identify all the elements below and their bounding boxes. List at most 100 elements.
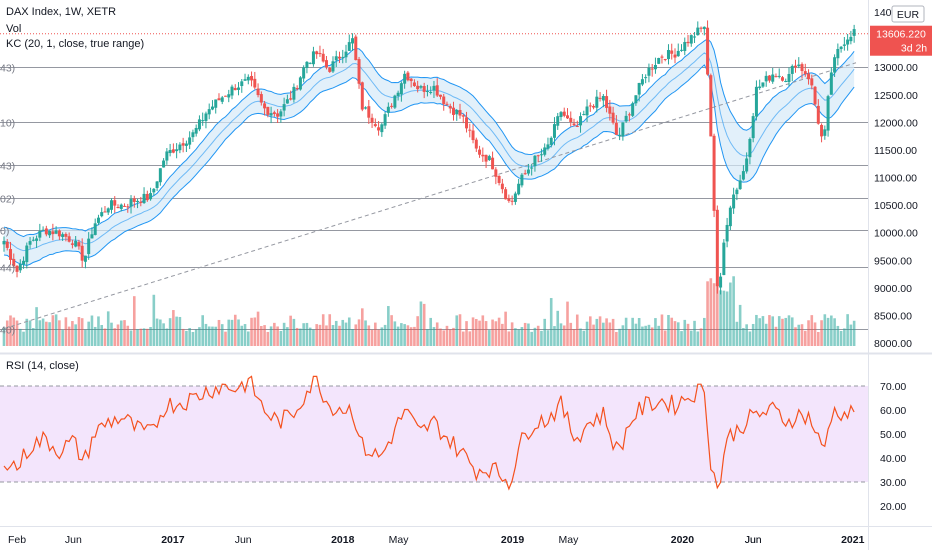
candle-body [569, 117, 573, 122]
candle-body [419, 86, 423, 88]
candle-body [451, 107, 455, 115]
volume-bar [185, 330, 188, 346]
level-left-label: 43) [0, 161, 15, 173]
candle-body [738, 180, 742, 190]
time-tick-label: May [559, 534, 580, 546]
volume-bar [676, 322, 680, 346]
candle-body [813, 86, 817, 105]
candle-body [771, 74, 775, 82]
price-tick-label: 9000.00 [874, 283, 912, 295]
volume-bar [719, 290, 722, 346]
volume-bar [416, 316, 419, 346]
volume-bar [263, 325, 266, 346]
volume-bar [644, 325, 647, 346]
rsi-tick-label: 60.00 [880, 405, 906, 417]
candle-body [48, 230, 52, 236]
volume-bar [458, 314, 462, 346]
volume-bar [764, 323, 768, 346]
volume-bar [442, 330, 446, 346]
candle-body [15, 265, 19, 272]
volume-bar [820, 320, 823, 346]
candle-body [132, 198, 136, 202]
candle-body [237, 87, 241, 90]
candle-body [77, 242, 81, 247]
volume-bar [15, 320, 19, 346]
price-axis[interactable]: 14000.0013500.0013000.0012500.0012000.00… [874, 7, 918, 350]
candle-body [318, 53, 322, 55]
volume-bar [787, 315, 791, 346]
volume-bar [126, 325, 130, 346]
volume-bar [426, 329, 429, 346]
candle-body [699, 27, 703, 29]
candle-body [741, 171, 745, 180]
last-price-value: 13606.220 [876, 29, 926, 41]
volume-bar [465, 321, 468, 346]
volume-bar [194, 329, 198, 346]
volume-bar [93, 326, 97, 346]
candle-body [536, 155, 540, 157]
volume-bar [347, 317, 351, 346]
candle-body [269, 113, 273, 116]
volume-bar [432, 327, 436, 346]
candle-body [647, 67, 651, 76]
volume-bar [839, 330, 843, 346]
volume-bar [41, 318, 45, 346]
candle-body [96, 217, 100, 223]
candle-body [38, 231, 42, 238]
volume-bar [383, 324, 387, 346]
candle-body [305, 61, 309, 68]
volume-bar [51, 315, 55, 346]
candle-body [149, 193, 153, 200]
candle-body [191, 132, 195, 138]
volume-bar [429, 317, 432, 346]
volume-bar [628, 329, 631, 346]
candle-body [491, 157, 495, 170]
candle-body [351, 38, 355, 44]
price-tick-label: 11500.00 [874, 145, 917, 157]
candle-body [256, 88, 260, 96]
candle-body [246, 76, 250, 81]
volume-bar [413, 326, 416, 346]
candle-body [295, 88, 299, 90]
volume-bar [562, 325, 566, 346]
candle-body [533, 155, 537, 167]
volume-bar [745, 324, 748, 346]
candle-body [575, 126, 579, 128]
rsi-tick-label: 40.00 [880, 453, 906, 465]
candle-body [435, 85, 439, 96]
candle-body [605, 96, 609, 108]
volume-bar [149, 326, 152, 346]
volume-bar [87, 321, 90, 346]
candle-body [253, 78, 257, 88]
rsi-axis[interactable]: 70.00 60.00 50.00 40.00 30.00 20.00 [880, 381, 906, 513]
volume-bar [709, 278, 713, 346]
candle-body [142, 193, 146, 204]
volume-bar [28, 320, 32, 346]
volume-bar [631, 317, 634, 346]
candle-body [445, 103, 449, 105]
volume-bar [484, 321, 488, 346]
candle-body [500, 183, 504, 190]
volume-bar [514, 328, 517, 346]
volume-bar [188, 327, 191, 346]
candle-body [41, 229, 45, 231]
candle-body [155, 181, 159, 188]
candle-body [820, 124, 824, 137]
candle-body [100, 212, 104, 217]
volume-bar [22, 331, 25, 346]
trendline-dashed [3, 62, 857, 330]
volume-bar [103, 328, 107, 346]
candle-body [162, 160, 166, 168]
candle-body [592, 105, 596, 108]
candle-body [670, 50, 674, 54]
volume-bar [266, 331, 270, 346]
candle-body [168, 150, 172, 154]
candle-body [113, 200, 117, 206]
currency-badge[interactable] [891, 5, 925, 23]
candle-body [559, 112, 563, 118]
candle-body [539, 154, 543, 156]
candle-body [334, 56, 338, 61]
candle-body [712, 135, 716, 211]
